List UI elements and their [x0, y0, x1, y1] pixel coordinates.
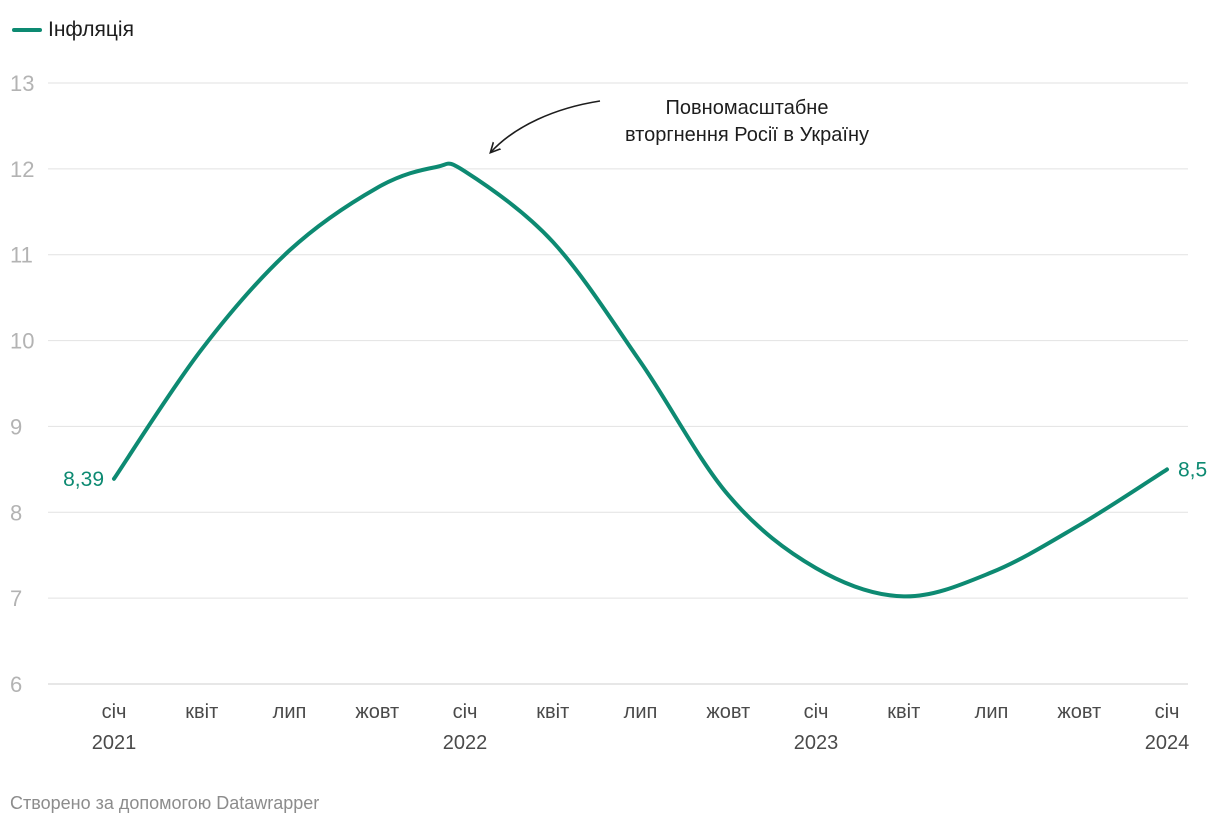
x-tick-label: квіт [185, 701, 218, 723]
y-tick-label: 9 [10, 414, 22, 439]
x-tick-year: 2023 [794, 732, 839, 754]
x-tick-label: січ [453, 701, 478, 723]
x-tick-label: лип [273, 701, 307, 723]
x-tick-label: жовт [1057, 701, 1101, 723]
y-tick-label: 6 [10, 672, 22, 697]
y-tick-label: 7 [10, 586, 22, 611]
x-tick-label: жовт [355, 701, 399, 723]
annotation-arrow [491, 100, 601, 152]
x-tick-year: 2022 [443, 732, 488, 754]
x-tick-label: січ [804, 701, 829, 723]
annotation-text-line: вторгнення Росії в Україну [625, 124, 869, 146]
footer-credit: Створено за допомогою Datawrapper [10, 793, 320, 813]
series-line-inflation [112, 161, 1169, 599]
y-tick-label: 13 [10, 71, 34, 96]
y-tick-label: 8 [10, 500, 22, 525]
legend-label: Інфляція [48, 18, 134, 41]
x-tick-label: січ [1155, 701, 1180, 723]
x-tick-label: квіт [887, 701, 920, 723]
x-tick-label: лип [975, 701, 1009, 723]
legend-swatch [12, 28, 42, 32]
annotation-text-line: Повномасштабне [666, 97, 829, 119]
value-label-start: 8,39 [63, 468, 104, 491]
x-tick-label: квіт [536, 701, 569, 723]
x-tick-label: жовт [706, 701, 750, 723]
legend: Інфляція [12, 18, 134, 42]
y-tick-label: 10 [10, 329, 34, 354]
x-tick-year: 2021 [92, 732, 137, 754]
x-tick-label: лип [624, 701, 658, 723]
x-tick-label: січ [102, 701, 127, 723]
y-tick-label: 11 [10, 243, 33, 268]
value-label-end: 8,5 [1178, 458, 1207, 481]
x-tick-year: 2024 [1145, 732, 1190, 754]
y-tick-label: 12 [10, 157, 34, 182]
